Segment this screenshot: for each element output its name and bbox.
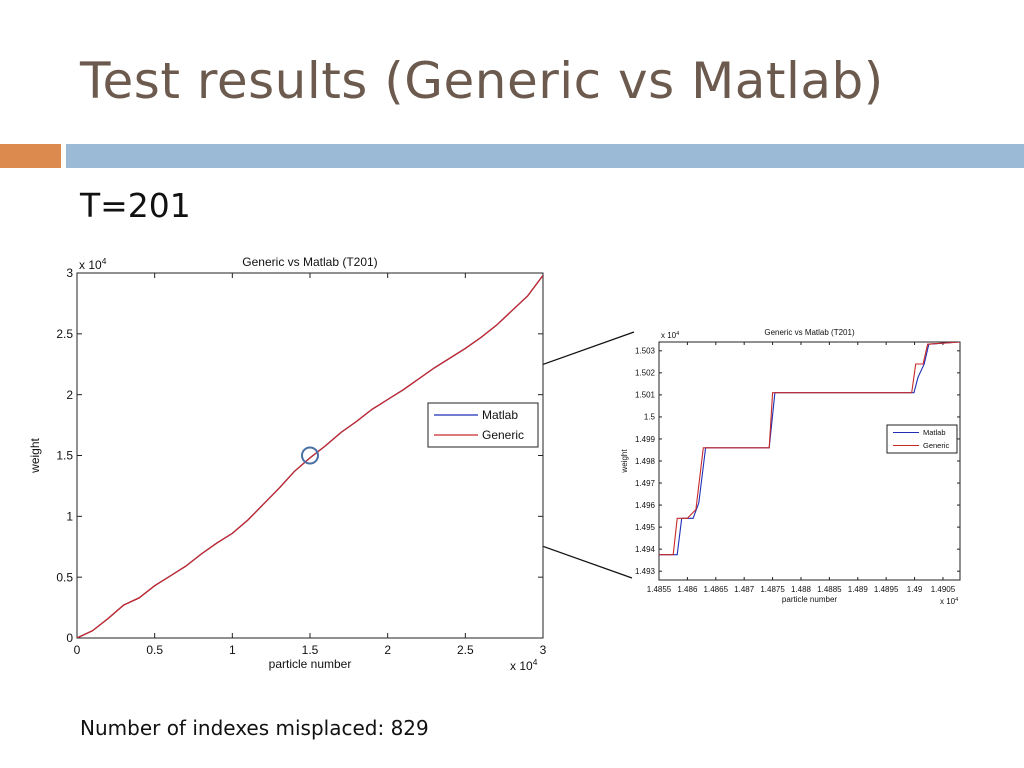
y-multiplier-label: x 104 [79,256,107,272]
y-multiplier-exponent: 4 [102,256,107,266]
plot-area [658,341,961,581]
series-line-matlab [659,342,960,556]
y-tick-label: 0.5 [56,570,73,584]
zoom-highlight-circle [301,446,319,465]
slide-footnote: Number of indexes misplaced: 829 [80,716,429,740]
series-line-matlab [77,275,543,638]
x-multiplier-label: x 104 [940,597,958,606]
x-axis-label: particle number [269,657,352,671]
y-axis-label: weight [28,437,42,473]
x-tick-label: 1.4865 [704,585,729,594]
y-tick-label: 1.5 [56,449,73,463]
zoom-connector-bottom [309,462,633,579]
x-tick-label: 1.4895 [874,585,899,594]
accent-bar-orange [0,144,61,168]
y-tick-label: 1.5 [644,413,656,422]
y-tick-label: 1.496 [635,501,656,510]
x-axis-label: particle number [782,595,837,604]
x-tick-label: 1.4905 [931,585,956,594]
y-tick-label: 2 [66,388,73,402]
legend-label-generic: Generic [482,428,524,442]
y-tick-label: 1.503 [635,347,656,356]
series-line-generic [659,342,960,556]
y-tick-label: 3 [66,266,73,280]
x-tick-label: 1.49 [907,585,923,594]
y-tick-label: 2.5 [56,327,73,341]
y-tick-label: 1.502 [635,369,656,378]
slide-subtitle: T=201 [80,186,191,225]
y-tick-label: 1.499 [635,435,656,444]
x-tick-label: 1.489 [848,585,869,594]
x-tick-label: 1.5 [302,643,319,657]
y-multiplier-exponent: 4 [676,331,679,337]
x-multiplier-exponent: 4 [533,657,538,667]
x-multiplier-exponent: 4 [955,597,958,603]
zoom-line-chart: Generic vs Matlab (T201) 1.4855 1.486 1.486… [620,328,961,606]
y-tick-label: 1 [66,510,73,524]
legend-label-matlab: Matlab [923,428,946,437]
x-tick-label: 0.5 [146,643,163,657]
x-tick-label: 1.488 [791,585,812,594]
x-tick-label: 1.486 [677,585,698,594]
x-multiplier-label: x 104 [510,657,538,673]
x-tick-label: 1 [229,643,236,657]
x-tick-label: 1.487 [734,585,755,594]
series-line-generic [77,275,543,638]
slide-title: Test results (Generic vs Matlab) [80,52,884,110]
legend-box [886,424,958,454]
y-tick-label: 1.493 [635,567,656,576]
y-tick-label: 0 [66,631,73,645]
chart-title: Generic vs Matlab (T201) [764,328,855,337]
zoom-connector-lines [309,331,635,579]
y-axis-label: weight [620,449,629,474]
legend-box [427,402,539,448]
legend-label-generic: Generic [923,441,950,450]
y-tick-label: 1.494 [635,545,656,554]
y-tick-label: 1.495 [635,523,656,532]
y-tick-label: 1.501 [635,391,656,400]
y-multiplier-label: x 104 [661,331,679,340]
x-tick-label: 0 [74,643,81,657]
legend-label-matlab: Matlab [482,408,518,422]
zoom-connector-top [309,331,635,449]
y-tick-label: 1.497 [635,479,656,488]
main-line-chart: Generic vs Matlab (T201) 0 0.5 1 1.5 2 2.5 3 0 0.… [28,255,547,673]
y-tick-label: 1.498 [635,457,656,466]
x-tick-label: 1.4885 [817,585,842,594]
chart-title: Generic vs Matlab (T201) [242,255,377,269]
plot-area [76,272,544,639]
accent-bar-blue [66,144,1024,168]
x-tick-label: 2.5 [457,643,474,657]
x-tick-label: 3 [540,643,547,657]
x-tick-label: 2 [384,643,391,657]
x-tick-label: 1.4855 [647,585,672,594]
x-tick-label: 1.4875 [760,585,785,594]
